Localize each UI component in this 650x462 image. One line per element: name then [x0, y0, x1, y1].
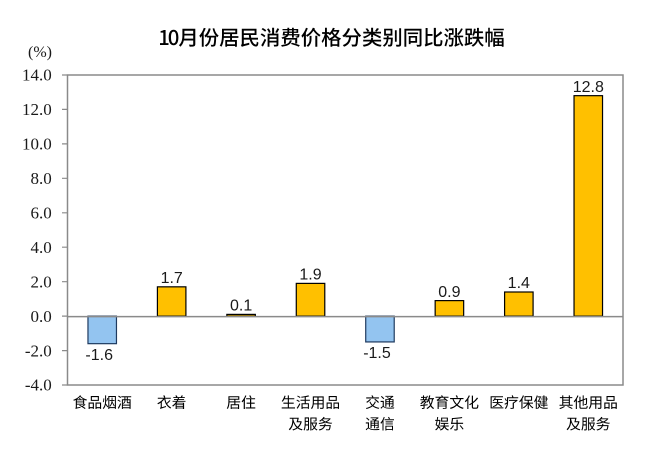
svg-text:0.0: 0.0 — [31, 307, 52, 326]
svg-text:1.4: 1.4 — [508, 275, 530, 292]
svg-text:-1.6: -1.6 — [85, 347, 113, 364]
svg-text:10.0: 10.0 — [22, 135, 52, 154]
svg-text:(%): (%) — [28, 44, 52, 61]
svg-text:14.0: 14.0 — [22, 66, 52, 85]
svg-text:6.0: 6.0 — [31, 204, 52, 223]
svg-text:8.0: 8.0 — [31, 169, 52, 188]
svg-text:-4.0: -4.0 — [25, 376, 52, 395]
svg-text:1.9: 1.9 — [299, 267, 321, 284]
svg-text:0.9: 0.9 — [438, 284, 460, 301]
svg-text:12.0: 12.0 — [22, 100, 52, 119]
svg-text:2.0: 2.0 — [31, 272, 52, 291]
svg-text:4.0: 4.0 — [31, 238, 52, 257]
svg-text:12.8: 12.8 — [573, 79, 604, 96]
svg-text:1.7: 1.7 — [161, 270, 183, 287]
svg-text:-1.5: -1.5 — [363, 345, 391, 362]
svg-text:0.1: 0.1 — [230, 298, 252, 315]
svg-text:-2.0: -2.0 — [25, 341, 52, 360]
